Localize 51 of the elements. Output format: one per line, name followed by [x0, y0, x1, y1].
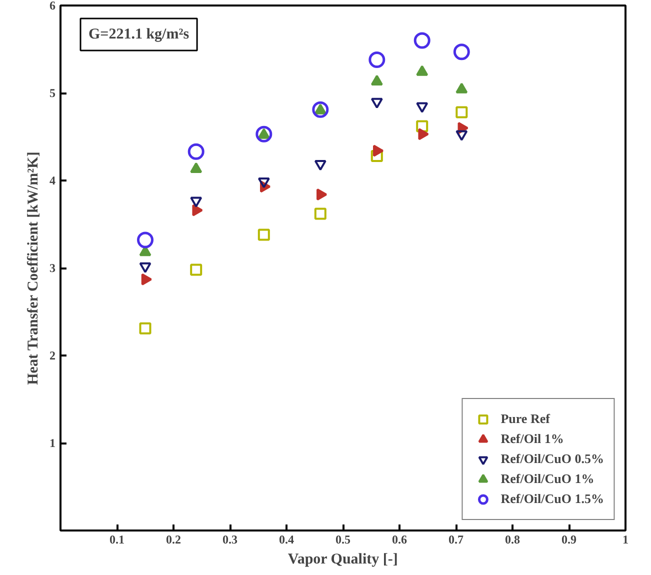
point	[314, 160, 326, 171]
x-tick-label: 0.8	[505, 532, 520, 546]
point	[192, 204, 203, 216]
point	[418, 128, 429, 140]
y-tick-label: 2	[50, 348, 56, 362]
legend-label: Ref/Oil/CuO 1.5%	[500, 491, 604, 507]
point	[316, 188, 328, 200]
point	[188, 143, 204, 160]
x-tick-label: 0.5	[336, 532, 350, 546]
point	[370, 150, 383, 162]
point	[190, 196, 202, 208]
point	[139, 322, 152, 334]
point	[258, 177, 270, 188]
point	[456, 82, 468, 94]
point	[258, 228, 270, 241]
point	[456, 106, 468, 118]
point	[370, 74, 383, 86]
y-tick-label: 3	[50, 261, 56, 275]
point	[141, 273, 152, 286]
y-tick-label: 5	[50, 86, 56, 100]
point	[137, 232, 154, 248]
x-tick-label: 0.9	[562, 532, 576, 546]
x-tick-label: 0.3	[222, 532, 238, 546]
point	[416, 65, 428, 76]
legend-label: Ref/Oil/CuO 0.5%	[500, 451, 604, 467]
point	[368, 52, 386, 68]
point	[416, 120, 428, 132]
x-tick-label: 0.7	[448, 532, 464, 546]
y-tick-label: 4	[50, 174, 56, 188]
x-tick-label: 0.6	[392, 532, 407, 546]
x-tick-label: 0.4	[279, 532, 294, 546]
y-axis-title: Heat Transfer Coefficient [kW/m²K]	[26, 152, 42, 385]
legend-label: Pure Ref	[500, 411, 550, 427]
x-tick-label: 1	[622, 532, 628, 546]
legend-label: Ref/Oil/CuO 1%	[500, 471, 594, 487]
point	[312, 101, 329, 118]
y-tick-label: 1	[50, 436, 56, 450]
annotation: G=221.1 kg/m²s	[88, 26, 190, 42]
legend-label: Ref/Oil 1%	[500, 431, 564, 447]
point	[414, 32, 430, 49]
point	[190, 264, 202, 276]
x-axis-title: Vapor Quality [-]	[288, 552, 398, 568]
point	[314, 208, 326, 220]
y-tick-label: 6	[50, 0, 56, 12]
x-tick-label: 0.2	[166, 532, 181, 546]
point	[190, 162, 202, 174]
point	[139, 262, 152, 274]
x-tick-label: 0.1	[110, 532, 124, 546]
point	[256, 126, 272, 142]
point	[453, 44, 470, 60]
point	[373, 144, 384, 157]
